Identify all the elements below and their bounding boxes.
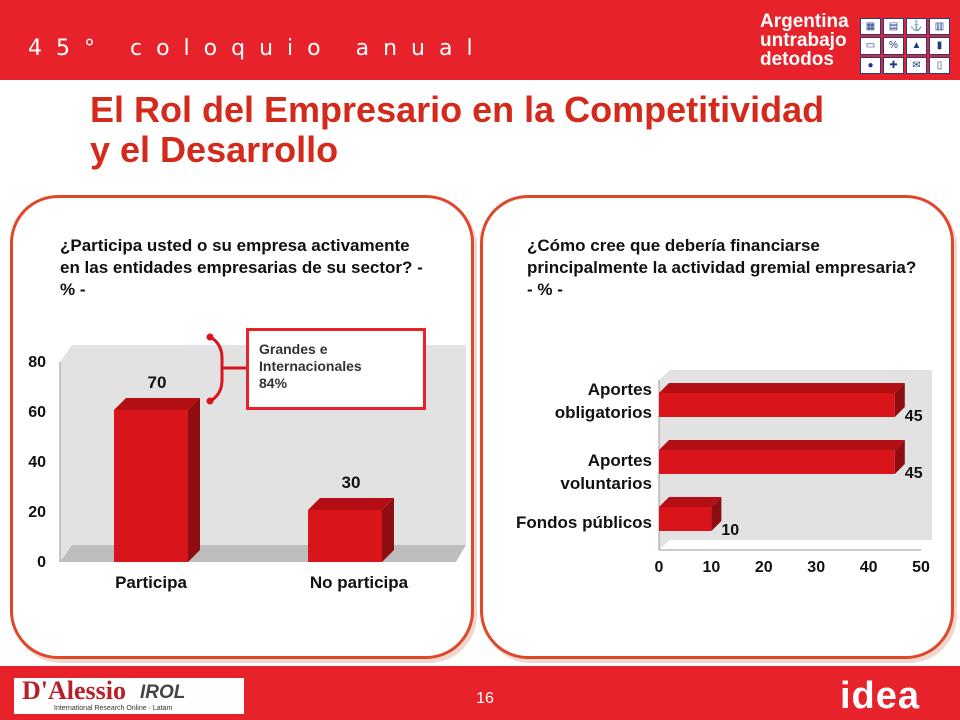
left-question: ¿Participa usted o su empresa activament… (60, 236, 423, 299)
category-label-1: No participa (310, 573, 409, 592)
hbar-front-0 (659, 393, 895, 417)
document-icon: ▤ (883, 18, 904, 36)
hbar-category-label-0: Aportes obligatorios (555, 380, 652, 422)
factory-icon: ▥ (929, 18, 950, 36)
logo-line-2: untrabajo (760, 30, 847, 51)
hbar-category-label-2: Fondos públicos (516, 513, 652, 532)
anchor-icon: ⚓ (906, 18, 927, 36)
title-line-1: El Rol del Empresario en la Competitivid… (90, 89, 825, 130)
hbar-top-2 (659, 497, 722, 507)
hbar-side-1 (894, 440, 905, 474)
callout-box: Grandes e Internacionales 84% (246, 328, 426, 410)
idea-logo: idea (840, 675, 921, 717)
hbar-side-2 (711, 497, 722, 531)
logo-line-1: Argentina (760, 11, 849, 32)
callout-line-1: Grandes e (259, 341, 328, 357)
hbar-top-1 (659, 440, 905, 450)
computer-icon: ▭ (860, 37, 881, 55)
bar-side-0 (188, 398, 200, 562)
right-question: ¿Cómo cree que debería financiarse princ… (527, 236, 917, 299)
dalessio-logo: D'Alessio IROL International Research On… (14, 676, 244, 714)
bracket-dot-top (206, 333, 214, 341)
chart-icon: ▯ (929, 56, 950, 74)
health-icon: ✚ (883, 56, 904, 74)
callout-bracket (211, 336, 246, 402)
bar-value-label-1: 30 (342, 473, 361, 492)
x-tick-label-3: 30 (807, 559, 825, 576)
hbar-front-1 (659, 450, 895, 474)
title-line-2: y el Desarrollo (90, 129, 339, 170)
building-icon: ▦ (860, 18, 881, 36)
hbar-side-0 (894, 383, 905, 417)
callout-line-2: Internacionales (259, 358, 362, 374)
hbar-top-0 (659, 383, 905, 393)
tractor-icon: ● (860, 56, 881, 74)
book-icon: ▮ (929, 37, 950, 55)
y-tick-label-2: 40 (28, 454, 46, 471)
bar-front-1 (308, 510, 382, 562)
dalessio-name: D'Alessio (22, 676, 126, 705)
y-tick-label-3: 60 (28, 404, 46, 421)
y-tick-label-0: 0 (37, 554, 46, 571)
x-tick-label-1: 10 (703, 559, 721, 576)
x-tick-label-4: 40 (860, 559, 878, 576)
hbar-value-label-2: 10 (721, 522, 739, 539)
dalessio-tagline: International Research Online · Latam (54, 705, 173, 712)
x-tick-label-5: 50 (912, 559, 930, 576)
category-label-0: Participa (115, 573, 187, 592)
page-number: 16 (476, 690, 494, 707)
y-tick-label-1: 20 (28, 504, 46, 521)
bar-top-1 (308, 498, 394, 510)
warning-icon: ▲ (906, 37, 927, 55)
event-subtitle: 45° coloquio anual (28, 36, 487, 61)
irol-name: IROL (140, 682, 186, 703)
argentina-logo: Argentina untrabajo detodos ▦ ▤ ⚓ ▥ ▭ % … (760, 12, 950, 74)
y-tick-label-4: 80 (28, 354, 46, 371)
bar-value-label-0: 70 (148, 373, 167, 392)
x-tick-label-2: 20 (755, 559, 773, 576)
callout-line-3: 84% (259, 375, 288, 391)
slide-title: El Rol del Empresario en la Competitivid… (90, 90, 950, 170)
hbar-front-2 (659, 507, 712, 531)
bar-top-0 (114, 398, 200, 410)
hbar-category-label-1: Aportes voluntarios (560, 451, 652, 493)
logo-line-3: detodos (760, 49, 834, 70)
hbar-value-label-0: 45 (905, 408, 923, 425)
header-bar: 45° coloquio anual Argentina untrabajo d… (0, 0, 960, 80)
bar-front-0 (114, 410, 188, 562)
x-tick-label-0: 0 (655, 559, 664, 576)
bracket-dot-bottom (206, 397, 214, 405)
logo-icon-grid: ▦ ▤ ⚓ ▥ ▭ % ▲ ▮ ● ✚ ✉ ▯ (860, 18, 950, 74)
percent-icon: % (883, 37, 904, 55)
bar-side-1 (382, 498, 394, 562)
hbar-value-label-1: 45 (905, 465, 923, 482)
mail-icon: ✉ (906, 56, 927, 74)
